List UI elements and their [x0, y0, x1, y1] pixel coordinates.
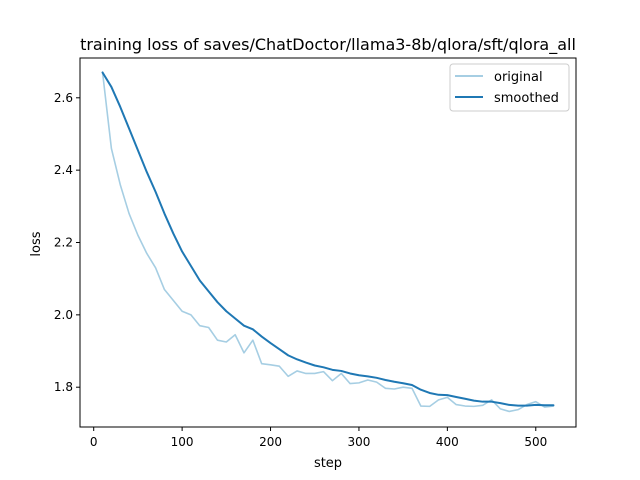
- series-line-smoothed: [101, 71, 555, 407]
- y-tick-label: 2.4: [54, 163, 73, 177]
- plot-area: [101, 71, 555, 413]
- y-tick-label: 2.2: [54, 236, 73, 250]
- x-tick-label: 100: [171, 435, 194, 449]
- y-tick-label: 1.8: [54, 380, 73, 394]
- x-tick-label: 400: [436, 435, 459, 449]
- x-tick-label: 200: [259, 435, 282, 449]
- y-axis-label: loss: [29, 231, 44, 256]
- y-tick-label: 2.0: [54, 308, 73, 322]
- x-axis-label: step: [314, 456, 342, 471]
- legend: original smoothed: [449, 63, 570, 112]
- series-line-original: [101, 71, 555, 413]
- x-tick-label: 300: [347, 435, 370, 449]
- x-tick-label: 500: [524, 435, 547, 449]
- legend-label-smoothed: smoothed: [494, 91, 559, 106]
- legend-label-original: original: [494, 70, 543, 85]
- axes: 0 100 200 300 400 500 1.8 2.0 2.2 2.4 2.6: [54, 57, 577, 449]
- y-tick-label: 2.6: [54, 91, 73, 105]
- chart-title: training loss of saves/ChatDoctor/llama3…: [80, 35, 576, 55]
- x-tick-label: 0: [90, 435, 98, 449]
